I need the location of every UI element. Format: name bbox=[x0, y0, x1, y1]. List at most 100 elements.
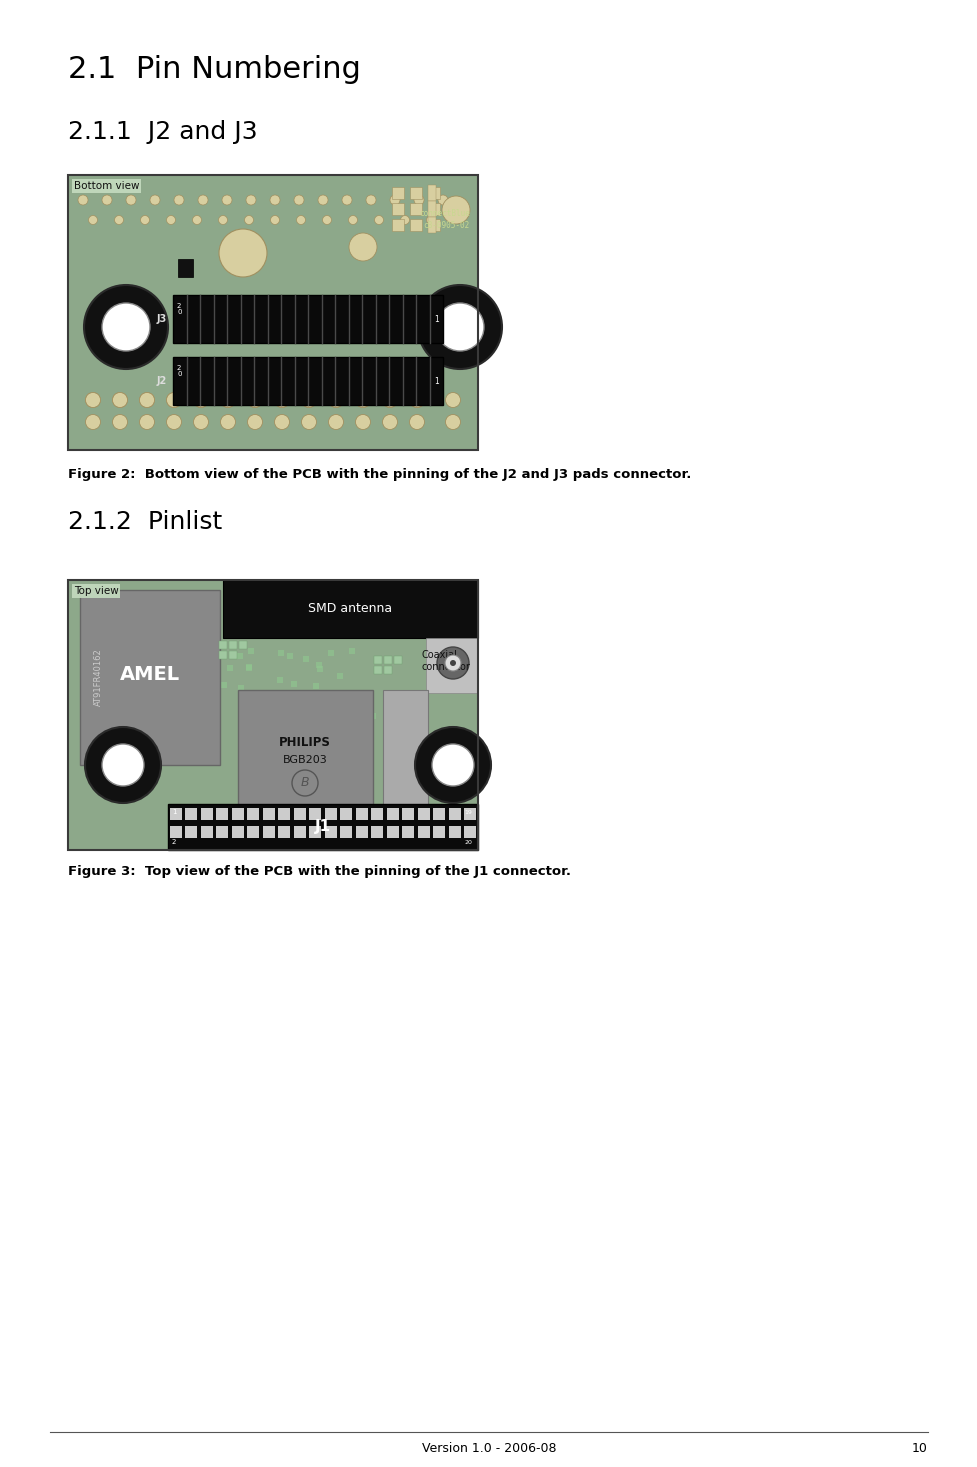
Bar bbox=[246, 665, 252, 670]
Bar bbox=[463, 826, 476, 838]
Bar bbox=[246, 665, 252, 670]
Circle shape bbox=[301, 393, 317, 408]
Bar bbox=[216, 826, 229, 838]
Circle shape bbox=[382, 415, 397, 430]
Circle shape bbox=[438, 195, 447, 205]
Text: 20: 20 bbox=[464, 839, 472, 845]
Bar bbox=[173, 295, 443, 343]
Circle shape bbox=[197, 195, 208, 205]
Bar bbox=[186, 808, 197, 820]
Bar bbox=[200, 826, 213, 838]
Circle shape bbox=[247, 393, 262, 408]
Bar bbox=[276, 756, 281, 761]
Bar bbox=[324, 808, 336, 820]
Circle shape bbox=[166, 216, 175, 224]
Bar bbox=[273, 710, 278, 716]
Circle shape bbox=[84, 285, 168, 370]
Bar bbox=[221, 682, 227, 688]
Circle shape bbox=[114, 216, 123, 224]
Circle shape bbox=[417, 285, 501, 370]
Bar bbox=[317, 711, 322, 717]
Bar bbox=[317, 666, 322, 672]
Circle shape bbox=[141, 216, 149, 224]
Bar bbox=[303, 656, 309, 662]
Bar bbox=[232, 808, 243, 820]
Bar bbox=[371, 826, 383, 838]
Bar bbox=[448, 826, 460, 838]
Bar bbox=[309, 826, 320, 838]
Bar bbox=[200, 808, 213, 820]
Bar bbox=[245, 739, 251, 745]
Circle shape bbox=[271, 216, 279, 224]
Circle shape bbox=[446, 393, 460, 408]
Bar bbox=[433, 808, 445, 820]
Text: 1: 1 bbox=[434, 314, 439, 324]
Text: 2
0: 2 0 bbox=[177, 365, 182, 377]
Bar bbox=[384, 666, 392, 673]
Bar bbox=[356, 826, 367, 838]
Bar bbox=[340, 808, 352, 820]
Bar bbox=[229, 641, 236, 648]
Bar bbox=[312, 691, 318, 697]
Circle shape bbox=[446, 415, 460, 430]
Circle shape bbox=[126, 195, 136, 205]
Circle shape bbox=[166, 393, 182, 408]
Bar bbox=[68, 579, 478, 849]
Text: cB-0905-02: cB-0905-02 bbox=[423, 220, 470, 229]
Bar bbox=[261, 760, 267, 766]
Bar bbox=[428, 219, 440, 230]
Circle shape bbox=[219, 229, 267, 277]
Text: Version 1.0 - 2006-08: Version 1.0 - 2006-08 bbox=[421, 1442, 556, 1455]
Circle shape bbox=[174, 195, 184, 205]
Circle shape bbox=[409, 415, 424, 430]
Text: Top view: Top view bbox=[74, 585, 118, 596]
Bar bbox=[300, 744, 306, 750]
Text: Figure 2:  Bottom view of the PCB with the pinning of the J2 and J3 pads connect: Figure 2: Bottom view of the PCB with th… bbox=[68, 468, 691, 481]
Circle shape bbox=[348, 216, 358, 224]
Circle shape bbox=[247, 393, 262, 408]
Bar bbox=[219, 651, 227, 659]
Circle shape bbox=[140, 393, 154, 408]
Bar bbox=[68, 579, 478, 849]
Circle shape bbox=[318, 195, 327, 205]
Text: 2.1  Pin Numbering: 2.1 Pin Numbering bbox=[68, 54, 361, 84]
Bar bbox=[277, 650, 283, 656]
Bar bbox=[219, 641, 227, 648]
Bar bbox=[316, 662, 321, 667]
Text: Figure 3:  Top view of the PCB with the pinning of the J1 connector.: Figure 3: Top view of the PCB with the p… bbox=[68, 866, 571, 879]
Bar bbox=[327, 729, 334, 735]
Text: 2.1.2  Pinlist: 2.1.2 Pinlist bbox=[68, 511, 222, 534]
Circle shape bbox=[382, 393, 397, 408]
Text: J2: J2 bbox=[156, 376, 167, 386]
Bar bbox=[349, 648, 355, 654]
Circle shape bbox=[301, 415, 317, 430]
Circle shape bbox=[246, 195, 256, 205]
Circle shape bbox=[342, 195, 352, 205]
Bar bbox=[248, 648, 254, 654]
Bar bbox=[428, 217, 436, 233]
Circle shape bbox=[432, 744, 474, 786]
Text: J3: J3 bbox=[156, 314, 167, 324]
Circle shape bbox=[85, 728, 161, 802]
Bar bbox=[428, 202, 440, 216]
Bar bbox=[178, 260, 192, 277]
Circle shape bbox=[409, 393, 424, 408]
Bar bbox=[394, 656, 402, 665]
Circle shape bbox=[374, 216, 383, 224]
Bar bbox=[278, 826, 290, 838]
Circle shape bbox=[390, 195, 400, 205]
Bar bbox=[247, 826, 259, 838]
Circle shape bbox=[414, 728, 490, 802]
Bar bbox=[384, 656, 392, 665]
Circle shape bbox=[78, 195, 88, 205]
Text: 2.1.1  J2 and J3: 2.1.1 J2 and J3 bbox=[68, 120, 257, 144]
Bar bbox=[371, 808, 383, 820]
Bar bbox=[417, 826, 429, 838]
Circle shape bbox=[328, 393, 343, 408]
Bar bbox=[373, 656, 382, 665]
Bar bbox=[369, 713, 375, 719]
Bar bbox=[170, 826, 182, 838]
Bar bbox=[386, 826, 399, 838]
Circle shape bbox=[102, 744, 144, 786]
Text: 1: 1 bbox=[434, 377, 439, 386]
